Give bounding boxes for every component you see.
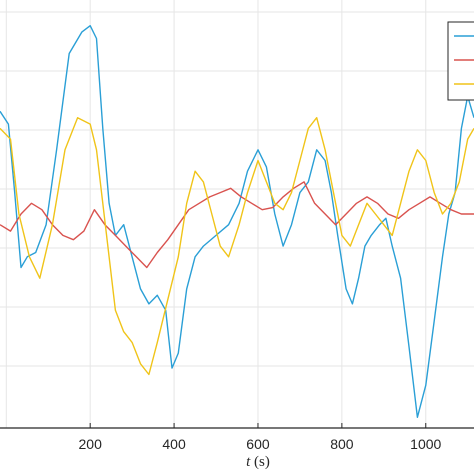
x-tick-label: 200 (79, 436, 103, 452)
x-tick-label: 1000 (410, 436, 441, 452)
x-tick-label: 400 (162, 436, 186, 452)
series-layer (0, 25, 474, 418)
x-tick-label: 600 (246, 436, 270, 452)
series-line-2 (0, 181, 474, 269)
x-tick-label: 800 (330, 436, 354, 452)
series-line-1 (0, 25, 474, 418)
x-axis-label: t (s) (246, 454, 270, 470)
x-tick-labels: 200 400 600 800 1000 (79, 436, 442, 452)
x-axis-label-unit: (s) (254, 454, 270, 470)
x-axis-label-var: t (246, 454, 251, 470)
series-line-3 (0, 116, 474, 376)
legend-box (447, 21, 474, 101)
grid (0, 0, 474, 428)
axes (0, 423, 474, 429)
legend (447, 21, 474, 101)
